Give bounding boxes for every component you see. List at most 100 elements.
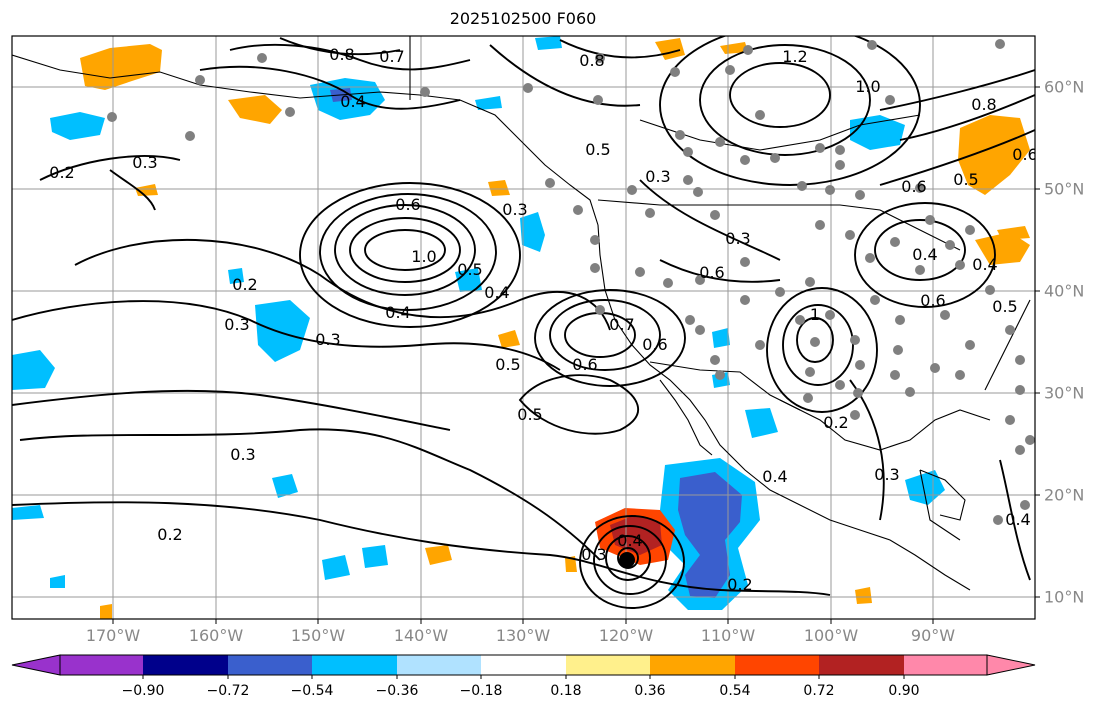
storm-center-marker [619,552,635,568]
colorbar-tick-label: 0.36 [634,683,666,699]
contour-label: 0.5 [517,405,542,424]
station-dot [573,205,583,215]
contour-label: 0.2 [727,575,752,594]
contour-label: 0.8 [971,95,996,114]
station-dot [683,147,693,157]
station-dot [740,257,750,267]
contour-low-5 [299,182,521,328]
lon-label-120w: 120°W [598,626,654,645]
contour-south-0p4 [999,459,1031,581]
station-dot [940,310,950,320]
coast-westcoast [597,224,971,591]
station-dot [925,215,935,225]
shade-blue-mex [712,328,730,348]
colorbar [11,654,1036,679]
lon-label-150w: 150°W [290,626,346,645]
station-dot [825,310,835,320]
colorbar-bin-6 [481,655,566,675]
contour-pacific-big [74,238,611,331]
shade-blue-s4 [905,470,945,505]
station-dot [867,40,877,50]
station-dot [695,325,705,335]
lon-label-160w: 160°W [188,626,244,645]
station-dot [850,410,860,420]
shade-blue-s3 [362,545,388,568]
contour-label: 0.2 [232,275,257,294]
contour-central-1 [796,317,834,363]
station-dot [797,181,807,191]
contour-ne-2 [854,202,996,308]
station-dot [810,337,820,347]
contour-north-3 [659,36,921,186]
contour-label: 0.3 [725,229,750,248]
station-dot [930,363,940,373]
station-dot [185,131,195,141]
contour-sw-low-3 [534,289,686,387]
contour-label: 0.2 [157,525,182,544]
shade-blue-bc [520,212,545,252]
coast-yucatan [919,469,966,521]
contour-gulf-2 [199,65,461,110]
colorbar-bin-1 [60,655,143,675]
station-dot [770,153,780,163]
station-dot [1015,385,1025,395]
station-dot [870,295,880,305]
map-title: 2025102500 F060 [449,9,597,28]
station-dot [1020,500,1030,510]
contours [12,36,1035,609]
lat-label-60n: 60°N [1044,77,1085,97]
contour-label: 0.4 [340,92,365,111]
colorbar-tick-label: −0.18 [459,683,503,699]
contour-label: 0.3 [224,315,249,334]
station-dot [855,360,865,370]
station-dot [195,75,205,85]
contour-label: 0.6 [699,263,724,282]
contour-central-3 [766,287,878,413]
station-dot [1005,415,1015,425]
station-dot [995,39,1005,49]
station-dot [803,393,813,403]
shade-blue-s6 [50,575,65,588]
station-dot [885,95,895,105]
border-mex-guat [919,469,961,541]
colorbar-min-arrow [11,654,61,676]
colorbar-bin-2 [143,655,228,675]
station-dot [835,145,845,155]
lon-label-170w: 170°W [85,626,141,645]
colorbar-ticks [142,675,905,679]
contour-label: 0.2 [823,413,848,432]
station-dot [627,185,637,195]
coast-hudson [639,114,921,151]
contour-gulf-1 [229,43,471,71]
shade-blue-s5 [12,505,44,520]
contour-label: 0.3 [502,200,527,219]
contour-label: 0.4 [1005,510,1030,529]
contour-label: 0.4 [617,531,642,550]
station-dot [593,95,603,105]
contour-low-2 [349,217,461,283]
contour-low-3 [334,204,476,296]
station-dot [645,208,655,218]
contour-label: 1.0 [855,77,880,96]
lat-ticks [1035,86,1040,598]
station-dot [1015,445,1025,455]
shade-orange-small-6 [997,226,1030,240]
shade-blue-bering [50,112,105,140]
shade-orange-alaska-nw [80,44,162,90]
station-dot [725,65,735,75]
station-dot [1025,435,1035,445]
contour-east-3 [879,129,1035,186]
contour-label: 0.3 [874,465,899,484]
station-dot [965,225,975,235]
station-dot [595,53,605,63]
contour-label: 0.7 [609,315,634,334]
station-dot [915,265,925,275]
contour-label: 0.6 [901,177,926,196]
shade-orange-small-5 [100,604,112,619]
contour-hurr-2 [605,535,651,581]
colorbar-tick-label: 0.72 [803,683,835,699]
contour-plains-0p3 [639,179,781,261]
lat-label-10n: 10°N [1044,587,1085,607]
station-dot [993,515,1003,525]
contour-gulf-3 [279,37,401,56]
